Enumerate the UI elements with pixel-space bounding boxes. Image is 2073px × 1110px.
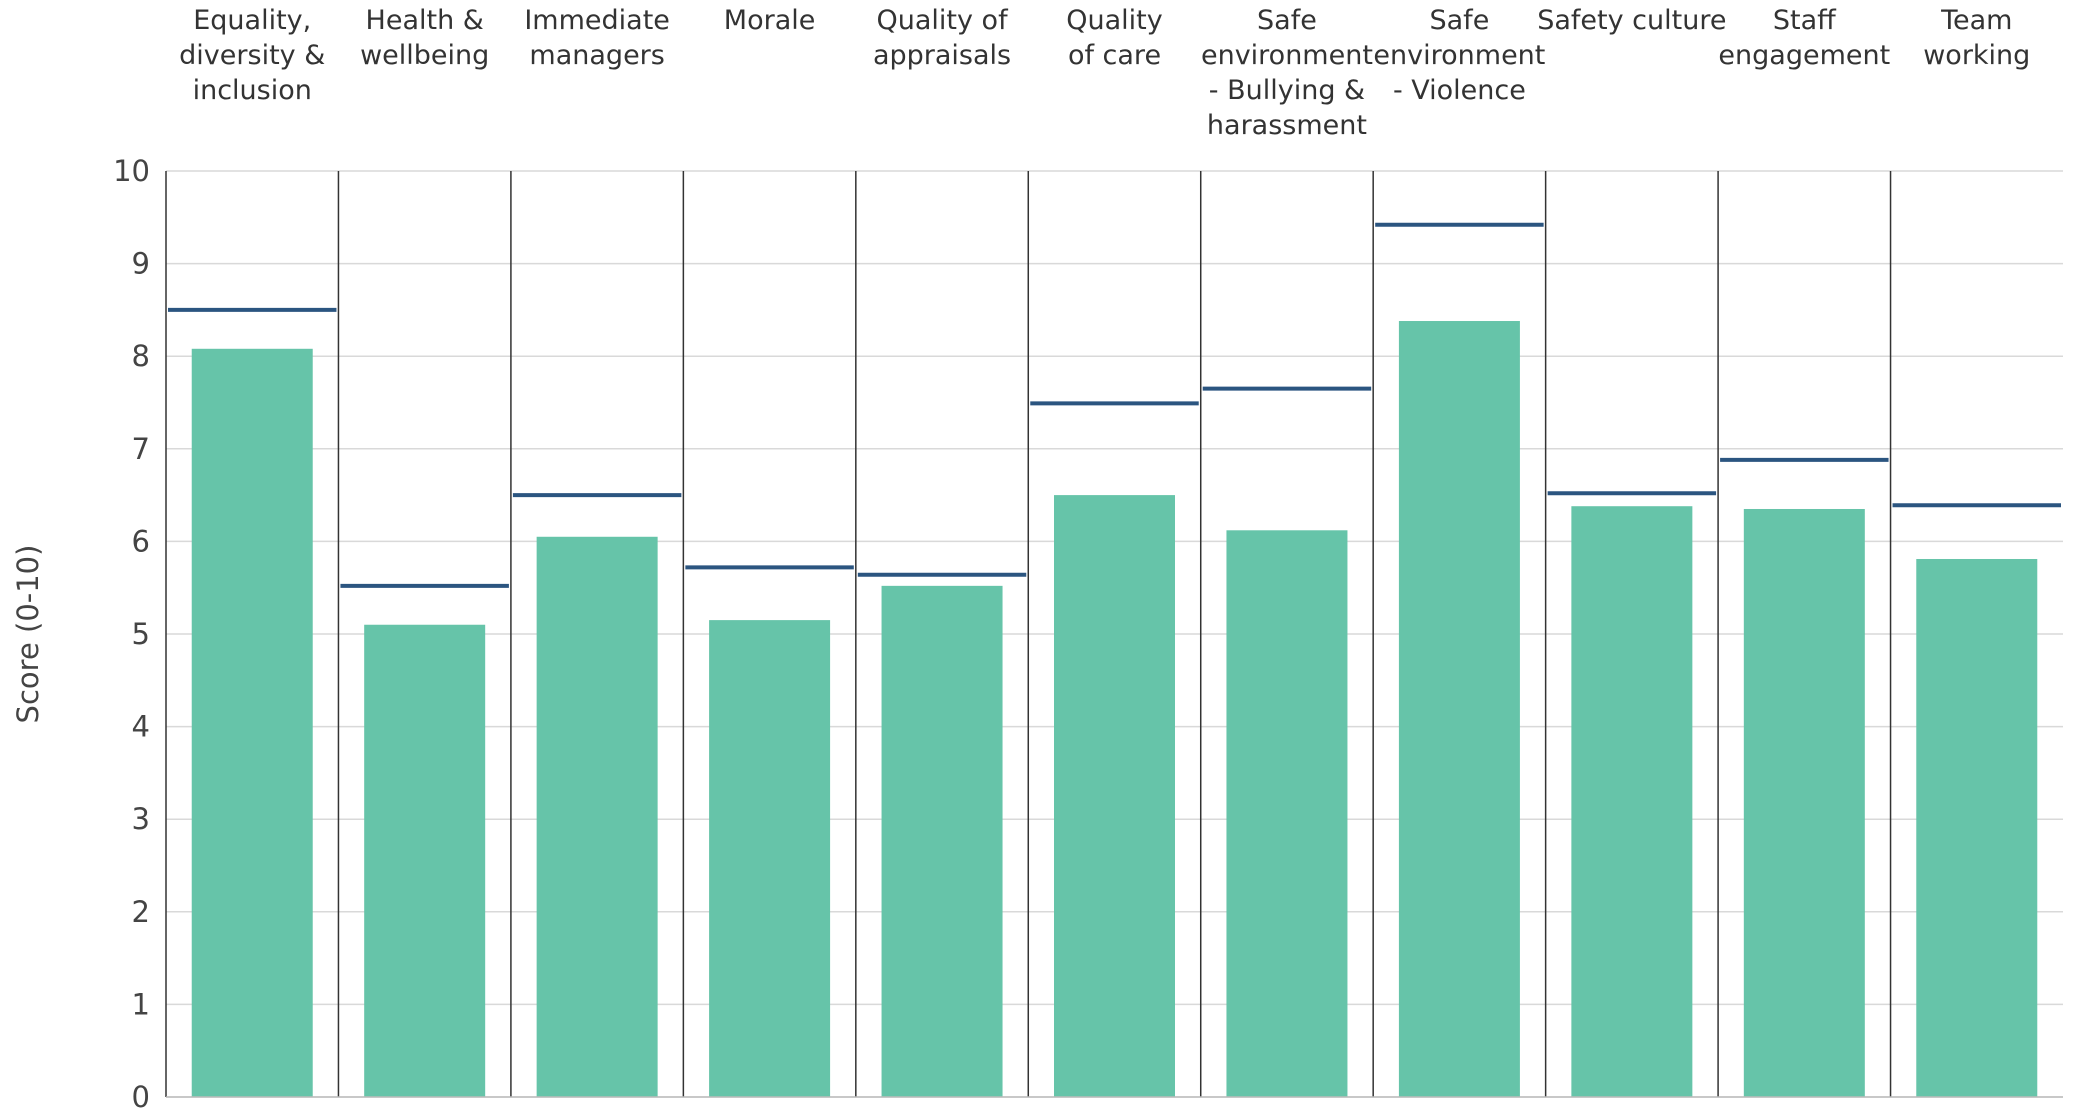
y-tick-label: 6 — [132, 524, 150, 558]
y-tick-label: 2 — [132, 895, 150, 929]
y-tick-label: 0 — [132, 1080, 150, 1110]
y-tick-label: 7 — [132, 432, 150, 466]
y-tick-label: 3 — [132, 802, 150, 836]
y-tick-labels: 0 1 2 3 4 5 6 7 8 9 10 — [113, 154, 150, 1110]
bar — [1398, 321, 1520, 1098]
category-label: Equality, diversity & inclusion — [179, 5, 325, 106]
category-label: Safe environment - Bullying & harassment — [1201, 5, 1373, 141]
category-dividers — [165, 171, 2063, 1098]
y-tick-label: 8 — [132, 339, 150, 373]
bars — [191, 321, 2038, 1098]
y-tick-label: 5 — [132, 617, 150, 651]
bar — [191, 348, 313, 1097]
category-label: Safe environment - Violence — [1373, 5, 1545, 106]
category-label: Morale — [724, 5, 816, 36]
bar — [1743, 508, 1865, 1097]
bar — [364, 624, 486, 1097]
y-tick-label: 4 — [132, 710, 150, 744]
category-label: Health & wellbeing — [360, 5, 489, 71]
category-label: Team working — [1923, 5, 2030, 71]
category-label: Quality of appraisals — [873, 5, 1011, 71]
bar — [1916, 558, 2038, 1097]
y-axis-label: Score (0-10) — [11, 545, 45, 724]
bar — [1226, 530, 1348, 1097]
category-label: Quality of care — [1066, 5, 1162, 71]
benchmark-lines — [168, 222, 2061, 588]
bar — [1054, 495, 1175, 1098]
category-label: Staff engagement — [1718, 5, 1890, 71]
category-labels: Equality, diversity & inclusion Health & wel… — [179, 5, 2030, 141]
category-label: Safety culture — [1537, 5, 1726, 36]
bar — [709, 620, 831, 1097]
bar — [1571, 506, 1693, 1097]
y-tick-label: 1 — [132, 987, 150, 1021]
bar — [536, 536, 658, 1097]
y-tick-label: 9 — [132, 247, 150, 281]
y-tick-label: 10 — [113, 154, 150, 188]
category-label: Immediate managers — [524, 5, 670, 71]
bar — [881, 585, 1003, 1097]
